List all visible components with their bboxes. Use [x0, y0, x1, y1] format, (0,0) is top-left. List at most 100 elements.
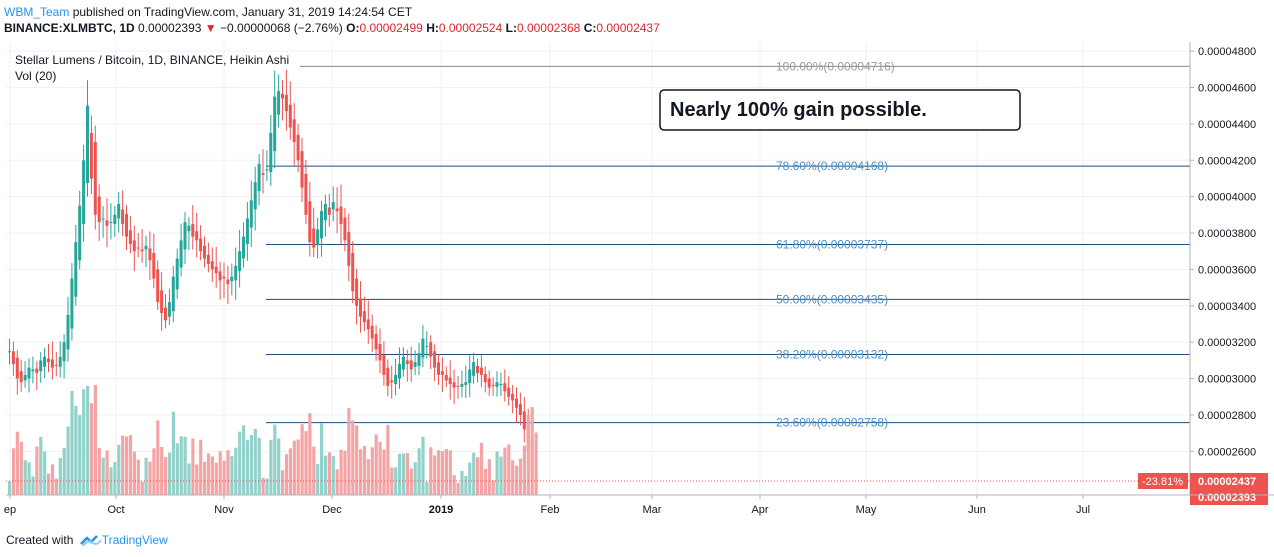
volume-bar — [476, 457, 480, 495]
volume-bar — [195, 464, 199, 495]
candle-body — [109, 222, 113, 224]
tradingview-brand[interactable]: TradingView — [101, 533, 168, 547]
volume-bar — [125, 436, 129, 495]
candle-body — [222, 276, 226, 279]
candle-body — [183, 222, 187, 250]
candle-body — [54, 364, 58, 366]
price-marker-label: 0.00002393 — [1198, 492, 1256, 504]
volume-bar — [382, 449, 386, 495]
volume-bar — [140, 481, 144, 495]
high-label: H: — [426, 21, 439, 35]
candle-body — [140, 249, 144, 252]
candle-body — [152, 253, 156, 279]
volume-bar — [401, 453, 406, 495]
candle-body — [448, 377, 452, 385]
close-value: 0.00002437 — [596, 21, 660, 35]
volume-bar — [167, 452, 172, 495]
candle-body — [8, 351, 11, 353]
candle-body — [343, 217, 347, 241]
candle-body — [495, 382, 499, 387]
candle-body — [522, 411, 526, 430]
volume-bar — [203, 461, 207, 495]
price-tick-label: 0.00004400 — [1198, 119, 1256, 131]
time-tick-label: Feb — [541, 504, 560, 516]
volume-bar — [398, 453, 402, 495]
candle-body — [421, 338, 425, 358]
volume-bar — [440, 451, 445, 495]
volume-bar — [11, 448, 16, 495]
volume-bar — [331, 455, 335, 495]
volume-bar — [483, 468, 487, 495]
volume-bar — [43, 451, 47, 495]
volume-bar — [199, 439, 203, 495]
candle-body — [167, 302, 171, 317]
candle-body — [15, 357, 19, 379]
time-tick-label: 2019 — [429, 504, 453, 516]
candle-body — [31, 369, 35, 372]
candle-body — [323, 203, 327, 221]
volume-bar — [522, 445, 526, 495]
candle-body — [70, 278, 74, 329]
volume-bar — [175, 443, 179, 495]
volume-bar — [35, 446, 39, 495]
candle-body — [437, 362, 440, 375]
published-text: published on TradingView.com, January 31… — [72, 5, 413, 19]
fib-levels: 100.00%(0.00004716) 78.60%(0.00004168) 61.… — [266, 59, 1190, 430]
candle-body — [327, 207, 331, 215]
time-tick-label: Dec — [322, 504, 342, 516]
volume-bar — [327, 452, 331, 495]
volume-bar — [78, 415, 82, 495]
candle-body — [288, 104, 292, 128]
volume-bar — [456, 482, 460, 495]
candle-body — [401, 356, 405, 370]
candle-body — [136, 247, 140, 249]
time-tick-label: Oct — [107, 504, 124, 516]
author-link[interactable]: WBM_Team — [4, 5, 70, 19]
volume-bar — [257, 437, 261, 495]
volume-bar — [284, 454, 289, 495]
volume-bar — [534, 432, 538, 495]
volume-bar — [66, 426, 70, 495]
annotation-callout: Nearly 100% gain possible. — [659, 89, 1021, 131]
volume-bar — [70, 390, 74, 495]
volume-bar — [15, 431, 19, 495]
candle-body — [339, 206, 343, 224]
candle-body — [284, 94, 288, 112]
volume-bar — [226, 450, 230, 495]
candle-body — [409, 360, 413, 370]
volume-bar — [261, 477, 265, 495]
volume-bar — [50, 464, 55, 495]
volume-bar — [366, 459, 370, 495]
volume-bar — [472, 452, 476, 495]
price-chart[interactable]: Stellar Lumens / Bitcoin, 1D, BINANCE, H… — [0, 42, 1274, 537]
volume-bar — [101, 457, 105, 495]
volume-bar — [312, 446, 316, 495]
candle-body — [179, 240, 183, 268]
candle-body — [511, 394, 515, 401]
candle-body — [160, 290, 164, 314]
candle-body — [320, 211, 323, 239]
volume-bar — [82, 389, 86, 495]
last-price: 0.00002393 — [138, 21, 202, 35]
volume-bar — [39, 436, 43, 495]
fib-label: 23.60%(0.00002758) — [776, 416, 888, 430]
candle-body — [308, 201, 312, 243]
volume-bar — [121, 435, 125, 495]
volume-bar — [316, 463, 320, 495]
volume-bar — [144, 457, 148, 495]
publisher-line: WBM_Team published on TradingView.com, J… — [4, 4, 1264, 20]
candle-body — [335, 208, 339, 212]
candle-body — [249, 200, 253, 228]
volume-bar — [359, 449, 363, 495]
candle-body — [105, 220, 109, 226]
time-tick-label: Jun — [968, 504, 986, 516]
candle-body — [440, 371, 444, 375]
volume-bar — [273, 424, 277, 495]
volume-bar — [507, 444, 511, 495]
candle-body — [277, 91, 281, 115]
volume-bar — [253, 428, 257, 495]
fib-label: 38.20%(0.00003132) — [776, 348, 888, 362]
candle-body — [366, 319, 370, 330]
price-marker — [1190, 472, 1268, 489]
volume-bar — [339, 449, 343, 495]
